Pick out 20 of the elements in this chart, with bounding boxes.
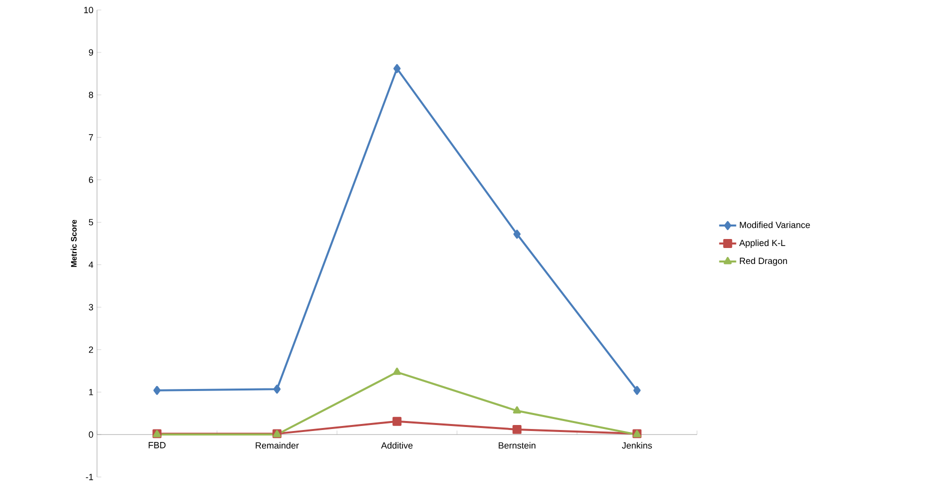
y-tick-label: 1 <box>89 389 94 396</box>
y-tick-label: 8 <box>88 92 94 98</box>
legend-label: Modified Variance <box>740 222 810 228</box>
x-tick-label: Remainder <box>256 442 299 449</box>
legend-label: Red Dragon <box>740 257 787 266</box>
y-tick-label: 4 <box>88 262 94 268</box>
y-tick-label: 7 <box>88 134 94 140</box>
y-tick-label: 0 <box>88 431 94 438</box>
x-tick-label: Jenkins <box>622 442 652 449</box>
y-tick-label: 6 <box>88 176 94 183</box>
y-tick-label: 9 <box>88 49 94 56</box>
y-tick-label: 10 <box>84 6 94 14</box>
y-tick-label: 3 <box>88 304 94 310</box>
x-tick-label: Additive <box>381 442 413 449</box>
y-tick-label: -1 <box>86 474 94 480</box>
y-tick-label: 2 <box>88 346 94 353</box>
y-tick-label: 5 <box>88 219 94 226</box>
x-tick-label: Bernstein <box>498 442 536 449</box>
legend-label: Applied K-L <box>739 240 786 248</box>
x-tick-label: FBD <box>148 442 166 448</box>
